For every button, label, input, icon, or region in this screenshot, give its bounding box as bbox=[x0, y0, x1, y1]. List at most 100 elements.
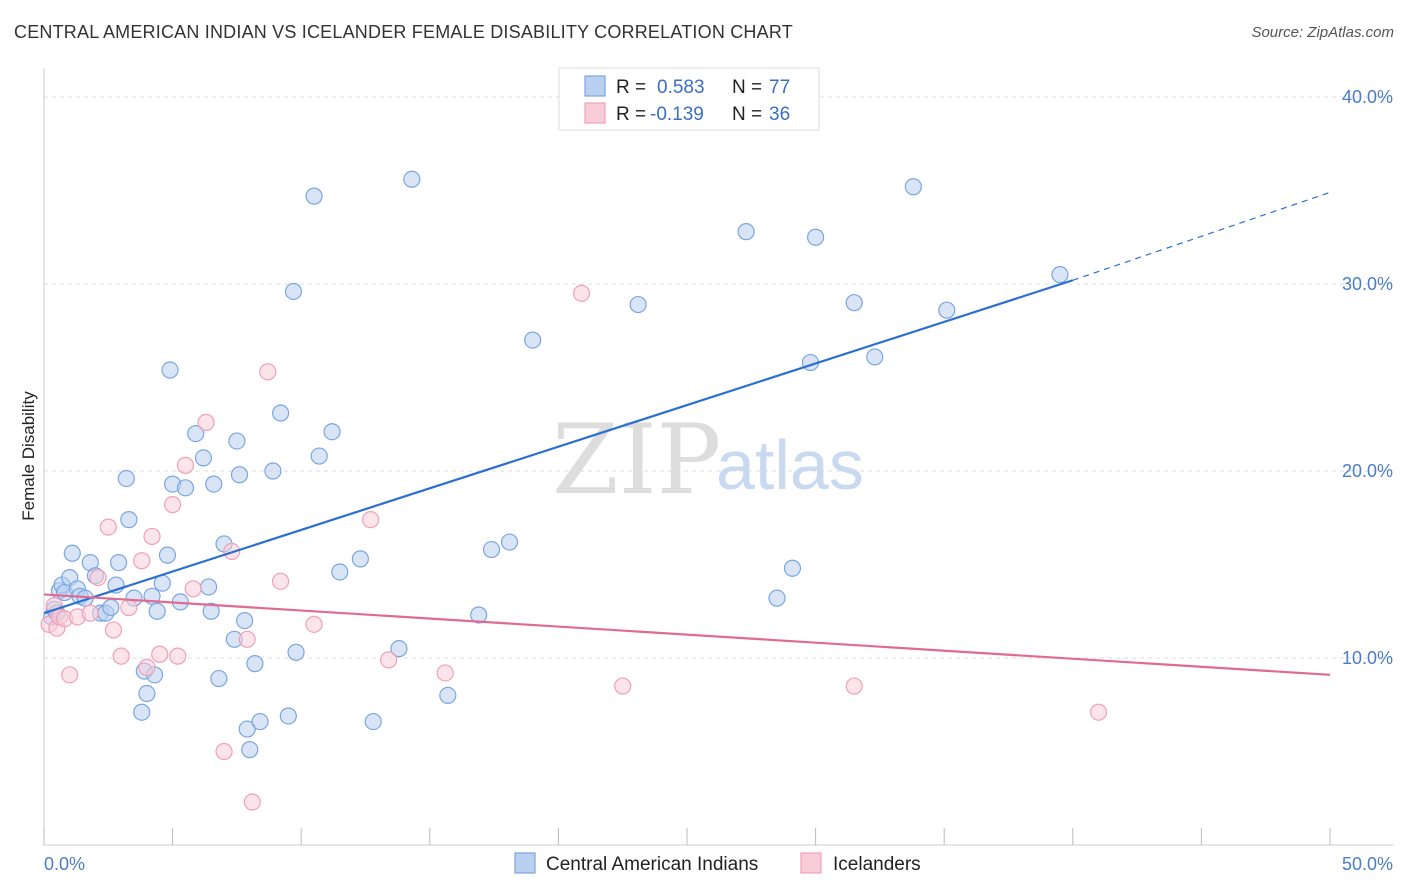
point-central-american-indians-65 bbox=[524, 331, 542, 349]
point-central-american-indians-17 bbox=[109, 554, 128, 572]
legend-r-value-1: 0.583 bbox=[657, 77, 705, 98]
point-icelanders-33 bbox=[614, 677, 632, 695]
point-icelanders-25 bbox=[243, 793, 261, 811]
point-icelanders-29 bbox=[362, 511, 380, 529]
y-tick-labels: 10.0% 20.0% 30.0% 40.0% bbox=[1342, 87, 1393, 668]
point-central-american-indians-53 bbox=[305, 187, 323, 205]
point-central-american-indians-41 bbox=[228, 432, 246, 450]
watermark-atlas: atlas bbox=[716, 426, 864, 504]
point-icelanders-21 bbox=[197, 413, 215, 431]
point-icelanders-30 bbox=[380, 651, 398, 669]
point-central-american-indians-64 bbox=[500, 533, 519, 551]
watermark-zip: ZIP bbox=[552, 404, 721, 516]
point-central-american-indians-63 bbox=[482, 540, 501, 559]
point-icelanders-12 bbox=[120, 598, 138, 617]
stats-legend: R = 0.583 N = 77 R = -0.139 N = 36 bbox=[558, 67, 820, 131]
point-central-american-indians-42 bbox=[230, 466, 249, 484]
legend-n-value-2: 36 bbox=[769, 104, 790, 125]
point-central-american-indians-45 bbox=[241, 741, 259, 759]
legend-swatch-icelanders bbox=[584, 102, 606, 124]
y-tick-label-40: 40.0% bbox=[1342, 87, 1393, 107]
point-icelanders-34 bbox=[845, 677, 863, 695]
y-tick-label-30: 30.0% bbox=[1342, 274, 1393, 294]
point-icelanders-17 bbox=[164, 496, 182, 514]
point-icelanders-20 bbox=[184, 580, 202, 598]
point-icelanders-5 bbox=[61, 666, 79, 684]
point-icelanders-31 bbox=[436, 664, 454, 682]
point-central-american-indians-55 bbox=[323, 423, 341, 441]
point-icelanders-14 bbox=[138, 658, 156, 676]
y-tick-label-20: 20.0% bbox=[1342, 461, 1393, 481]
point-central-american-indians-21 bbox=[133, 703, 151, 721]
trend-line-central-american-indians bbox=[43, 279, 1074, 615]
point-icelanders-19 bbox=[176, 456, 195, 474]
point-central-american-indians-32 bbox=[176, 479, 195, 497]
series-icelanders-points bbox=[40, 284, 1108, 811]
point-icelanders-8 bbox=[89, 568, 107, 587]
point-central-american-indians-33 bbox=[187, 425, 205, 443]
bottom-legend-swatch-central-american-indians bbox=[514, 852, 536, 874]
point-central-american-indians-51 bbox=[284, 282, 303, 301]
point-central-american-indians-29 bbox=[161, 361, 179, 379]
point-icelanders-7 bbox=[81, 604, 99, 622]
point-central-american-indians-15 bbox=[102, 598, 120, 617]
point-icelanders-28 bbox=[305, 615, 323, 633]
point-icelanders-10 bbox=[104, 621, 123, 639]
point-central-american-indians-60 bbox=[403, 170, 421, 188]
series-legend: Central American Indians Icelanders bbox=[514, 852, 921, 875]
y-axis-title: Female Disability bbox=[19, 391, 38, 521]
point-central-american-indians-72 bbox=[845, 294, 863, 312]
point-central-american-indians-69 bbox=[783, 559, 802, 577]
point-central-american-indians-71 bbox=[806, 228, 825, 246]
point-central-american-indians-76 bbox=[1051, 266, 1069, 284]
x-tick-label-min: 0.0% bbox=[44, 854, 85, 874]
point-central-american-indians-48 bbox=[264, 462, 282, 480]
legend-n-label-2: N = bbox=[732, 104, 762, 125]
y-tick-label-10: 10.0% bbox=[1342, 648, 1393, 668]
point-central-american-indians-47 bbox=[251, 712, 269, 731]
point-icelanders-11 bbox=[112, 647, 130, 665]
bottom-legend-swatch-icelanders bbox=[800, 852, 822, 874]
point-central-american-indians-23 bbox=[138, 684, 156, 703]
point-central-american-indians-19 bbox=[120, 511, 138, 529]
point-central-american-indians-54 bbox=[310, 447, 328, 465]
point-central-american-indians-26 bbox=[148, 602, 166, 620]
point-central-american-indians-66 bbox=[629, 295, 647, 314]
point-central-american-indians-35 bbox=[200, 578, 218, 596]
point-central-american-indians-44 bbox=[238, 720, 256, 738]
point-icelanders-35 bbox=[1089, 703, 1108, 721]
point-central-american-indians-28 bbox=[158, 546, 177, 564]
point-central-american-indians-43 bbox=[236, 611, 254, 630]
bottom-legend-label-icelanders: Icelanders bbox=[833, 854, 921, 875]
chart-title: CENTRAL AMERICAN INDIAN VS ICELANDER FEM… bbox=[14, 22, 793, 42]
point-icelanders-26 bbox=[259, 363, 277, 381]
trend-line-icelanders bbox=[43, 593, 1331, 676]
point-central-american-indians-68 bbox=[768, 589, 786, 607]
point-central-american-indians-75 bbox=[938, 301, 956, 319]
point-central-american-indians-49 bbox=[272, 404, 290, 422]
legend-r-label-1: R = bbox=[616, 77, 646, 98]
point-central-american-indians-56 bbox=[331, 563, 349, 581]
point-central-american-indians-58 bbox=[364, 712, 382, 731]
point-central-american-indians-38 bbox=[210, 669, 228, 688]
point-icelanders-18 bbox=[169, 647, 187, 665]
point-icelanders-15 bbox=[143, 527, 161, 546]
point-central-american-indians-52 bbox=[287, 643, 305, 661]
point-central-american-indians-67 bbox=[737, 223, 755, 241]
legend-n-value-1: 77 bbox=[769, 77, 790, 98]
point-icelanders-27 bbox=[272, 572, 290, 590]
point-central-american-indians-7 bbox=[63, 544, 81, 562]
point-central-american-indians-18 bbox=[117, 469, 135, 488]
point-central-american-indians-34 bbox=[194, 449, 213, 467]
point-icelanders-32 bbox=[572, 284, 591, 302]
watermark: ZIP atlas bbox=[552, 404, 864, 516]
gridlines bbox=[44, 96, 1393, 659]
point-central-american-indians-59 bbox=[390, 640, 408, 658]
point-icelanders-22 bbox=[215, 742, 233, 761]
legend-n-label-1: N = bbox=[732, 77, 762, 98]
point-central-american-indians-62 bbox=[470, 606, 488, 624]
point-central-american-indians-46 bbox=[246, 655, 264, 673]
axes bbox=[43, 68, 1393, 846]
point-icelanders-16 bbox=[151, 645, 169, 663]
